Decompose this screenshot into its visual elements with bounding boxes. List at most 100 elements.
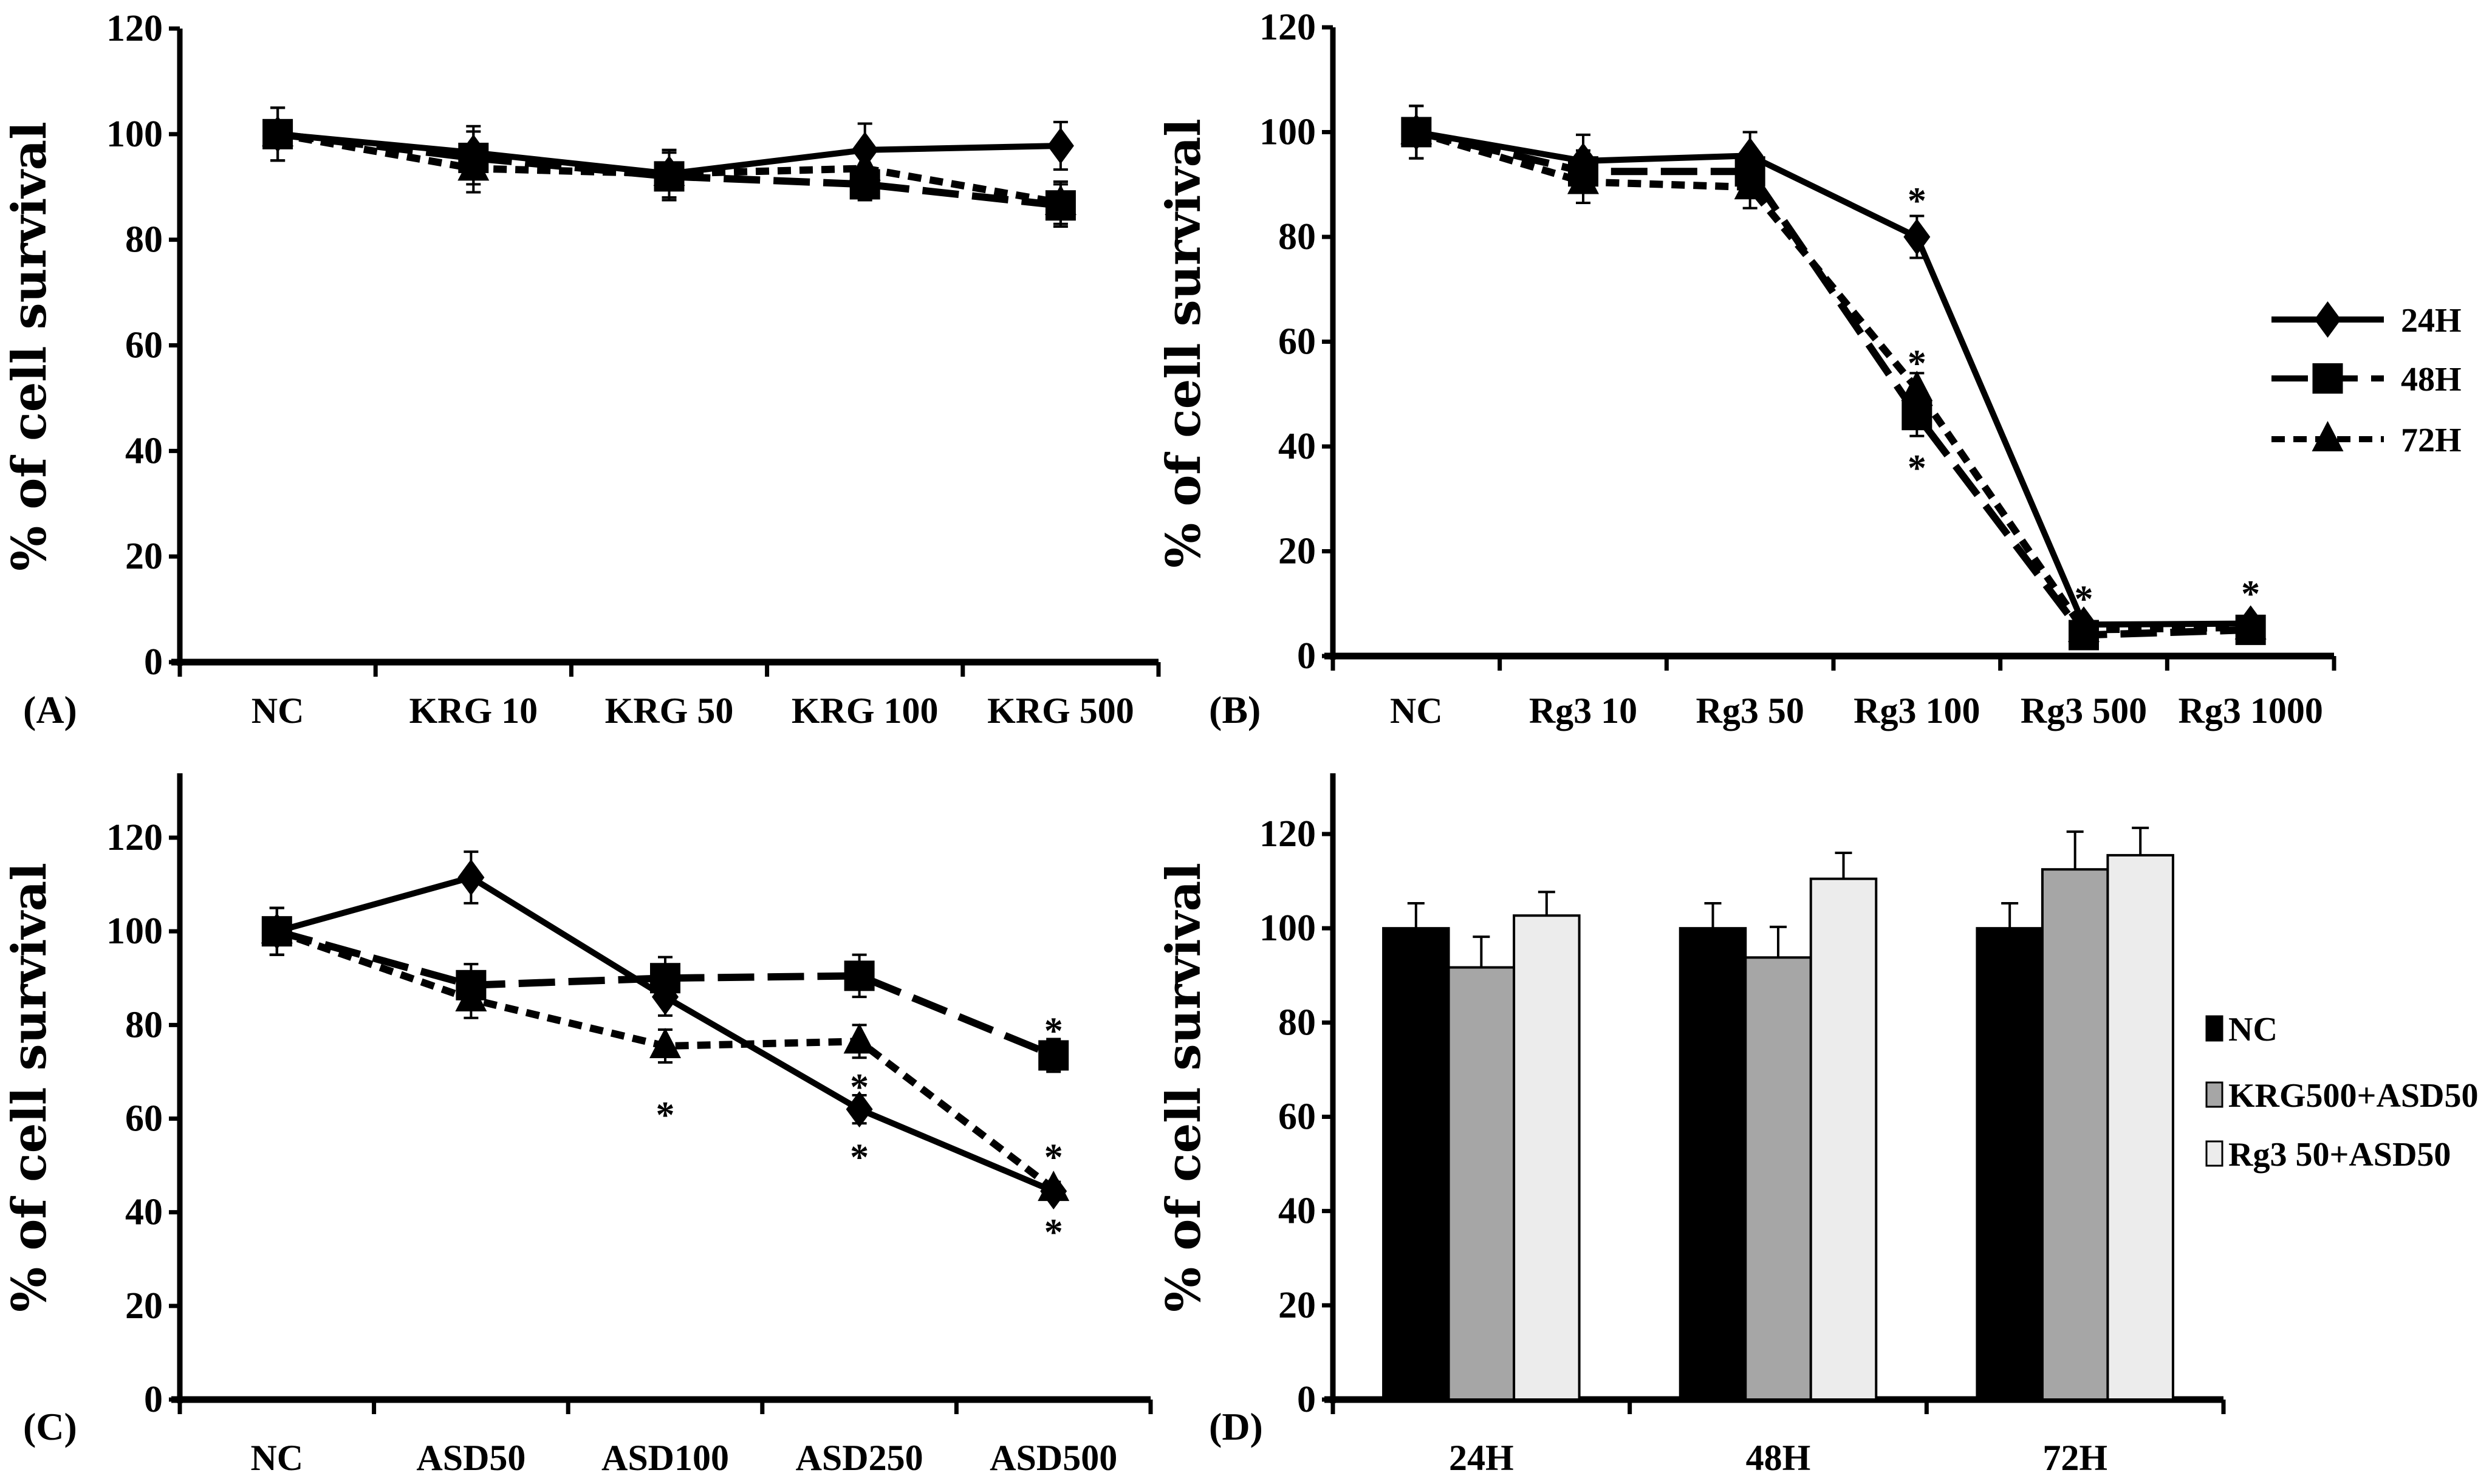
y-axis-title: % of cell survival	[1156, 118, 1211, 568]
data-point	[457, 150, 490, 181]
panel-a: 0 20 40 60 80 100 120 NC KRG 10 KRG 50 KRG 100 KRG …	[2, 8, 1161, 731]
panel-label: (C)	[23, 1405, 77, 1448]
x-tick-label: Rg3 10	[1529, 691, 1637, 731]
y-axis-title: % of cell survival	[2, 863, 57, 1312]
data-point	[649, 1028, 681, 1059]
bar	[1447, 966, 1516, 1401]
legend-swatch	[2205, 1081, 2223, 1108]
data-point	[650, 963, 680, 994]
legend-item: 24H	[2271, 301, 2462, 340]
series-72H	[262, 106, 1077, 225]
y-tick-label: 120	[106, 8, 163, 49]
significance-asterisk: *	[2241, 573, 2260, 615]
x-tick-label: Rg3 1000	[2178, 691, 2323, 731]
legend-label: NC	[2228, 1011, 2278, 1048]
data-point	[1567, 163, 1599, 194]
data-point	[2068, 611, 2100, 642]
x-tick-label: KRG 10	[409, 691, 538, 731]
series-48H	[1401, 104, 2266, 651]
legend-item: Rg3 50+ASD50	[2205, 1136, 2451, 1174]
legend-label: KRG500+ASD50	[2228, 1077, 2479, 1115]
legend-swatch	[2205, 1140, 2223, 1167]
y-tick-label: 60	[1278, 321, 1316, 363]
data-point	[844, 960, 875, 991]
y-tick-label: 40	[1278, 1191, 1316, 1232]
data-point	[1901, 371, 1933, 402]
y-tick-label: 20	[1278, 1285, 1316, 1326]
bar	[1679, 927, 1747, 1401]
data-point	[851, 131, 878, 168]
legend-marker	[2312, 421, 2344, 451]
bar	[1976, 927, 2044, 1401]
legend-item: KRG500+ASD50	[2205, 1077, 2479, 1115]
y-tick-label: 120	[1259, 813, 1316, 855]
y-tick-label: 100	[1259, 112, 1316, 153]
series-line	[1415, 129, 2251, 628]
series-KRG500+ASD50	[1447, 830, 2109, 1401]
x-tick-label: Rg3 100	[1854, 691, 1980, 731]
data-point	[457, 859, 485, 896]
data-point	[261, 913, 293, 944]
y-tick-label: 60	[125, 325, 163, 366]
panel-label: (A)	[23, 688, 77, 731]
series-72H	[1400, 104, 2267, 642]
x-tick-label: NC	[1390, 691, 1443, 731]
x-tick-label: Rg3 50	[1696, 691, 1804, 731]
panel-label: (B)	[1209, 688, 1261, 731]
y-tick-label: 120	[106, 817, 163, 858]
significance-asterisk: *	[1908, 448, 1926, 489]
legend-swatch	[2205, 1015, 2223, 1042]
y-tick-label: 80	[125, 1004, 163, 1045]
x-tick-label: KRG 50	[605, 691, 734, 731]
panel-label: (D)	[1209, 1405, 1263, 1448]
y-tick-label: 100	[106, 911, 163, 952]
data-point	[653, 156, 685, 186]
significance-asterisk: *	[1044, 1010, 1063, 1051]
y-tick-label: 120	[1259, 7, 1316, 48]
x-tick-label: ASD500	[990, 1438, 1117, 1478]
legend-label: Rg3 50+ASD50	[2228, 1136, 2451, 1174]
y-tick-label: 80	[1278, 216, 1316, 258]
y-tick-label: 100	[106, 114, 163, 155]
significance-asterisk: *	[656, 1095, 675, 1136]
data-point	[1047, 127, 1074, 164]
x-tick-label: 48H	[1746, 1438, 1811, 1478]
x-tick-label: 72H	[2042, 1438, 2107, 1478]
legend-marker	[2314, 301, 2341, 338]
y-tick-label: 60	[1278, 1096, 1316, 1138]
data-point	[1044, 184, 1077, 215]
y-tick-label: 0	[144, 1379, 163, 1420]
x-tick-label: NC	[250, 1438, 303, 1478]
y-axis-title: % of cell survival	[1156, 863, 1211, 1312]
bar	[1744, 956, 1812, 1401]
series-NC	[1382, 902, 2044, 1401]
series-line	[1415, 128, 2251, 634]
data-point	[849, 150, 881, 181]
y-tick-label: 20	[125, 1285, 163, 1327]
data-point	[455, 980, 487, 1011]
series-24H	[1403, 104, 2264, 643]
legend-label: 24H	[2401, 302, 2462, 340]
data-point	[1400, 114, 1433, 145]
significance-asterisk: *	[1908, 343, 1926, 384]
bar	[1513, 914, 1581, 1401]
significance-asterisk: *	[1908, 180, 1926, 222]
significance-asterisk: *	[1044, 1137, 1063, 1178]
data-point	[843, 1023, 875, 1054]
legend-label: 48H	[2401, 361, 2462, 398]
series-Rg350+ASD50	[1513, 826, 2174, 1401]
significance-asterisk: *	[850, 1137, 869, 1178]
legend-label: 72H	[2401, 422, 2462, 459]
y-axis-title: % of cell survival	[2, 121, 57, 571]
x-tick-label: Rg3 500	[2021, 691, 2147, 731]
y-tick-label: 80	[125, 219, 163, 261]
significance-asterisk: *	[850, 1067, 869, 1108]
y-tick-label: 40	[125, 430, 163, 471]
data-point	[1734, 169, 1766, 200]
y-tick-label: 40	[1278, 426, 1316, 467]
series-line	[277, 130, 1061, 210]
legend-marker	[2312, 363, 2343, 394]
y-tick-label: 0	[1297, 635, 1316, 677]
data-point	[2234, 609, 2267, 640]
